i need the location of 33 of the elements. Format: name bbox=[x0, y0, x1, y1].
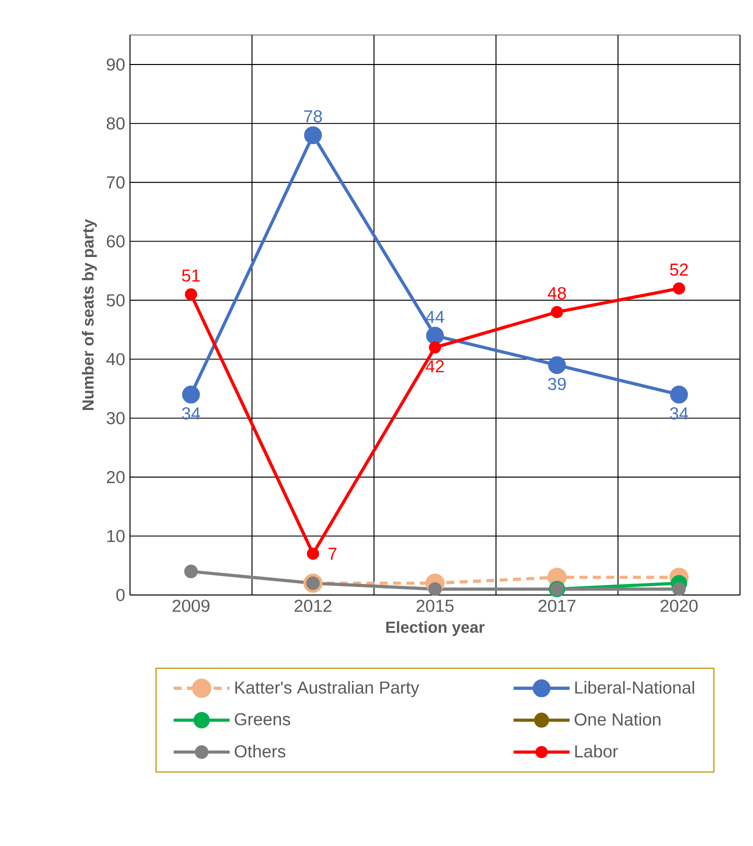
data-label: 78 bbox=[304, 110, 322, 123]
legend-label: Liberal-National bbox=[575, 680, 694, 694]
data-label: 34 bbox=[182, 407, 200, 420]
x-tick-label: 2015 bbox=[416, 600, 454, 612]
y-tick-label: 50 bbox=[106, 294, 125, 306]
y-tick-label: 60 bbox=[106, 235, 125, 248]
data-label: 42 bbox=[426, 360, 444, 372]
data-label: 39 bbox=[548, 378, 566, 390]
x-tick-label: 2017 bbox=[538, 600, 576, 612]
data-label: 52 bbox=[670, 263, 688, 276]
y-tick-label: 70 bbox=[106, 176, 125, 189]
y-tick-label: 20 bbox=[106, 470, 125, 484]
legend-label: One Nation bbox=[574, 712, 660, 726]
y-tick-label: 90 bbox=[106, 58, 125, 71]
legend-label: Greens bbox=[234, 713, 290, 726]
y-axis-title: Number of seats by party bbox=[82, 219, 97, 410]
y-tick-label: 40 bbox=[106, 353, 125, 366]
y-tick-label: 10 bbox=[107, 530, 125, 542]
legend-label: Labor bbox=[575, 744, 618, 758]
data-label: 34 bbox=[670, 407, 688, 420]
data-label: 51 bbox=[182, 270, 200, 282]
y-tick-label: 30 bbox=[106, 412, 125, 424]
x-axis-title: Election year bbox=[386, 621, 485, 636]
y-tick-label: 80 bbox=[106, 117, 125, 130]
data-label: 44 bbox=[426, 311, 444, 323]
x-tick-label: 2020 bbox=[660, 600, 698, 612]
y-tick-label: 0 bbox=[116, 588, 125, 602]
legend-label: Katter's Australian Party bbox=[235, 680, 420, 698]
x-tick-label: 2009 bbox=[172, 600, 210, 612]
data-label: 7 bbox=[328, 548, 336, 560]
legend-label: Others bbox=[234, 744, 286, 758]
x-tick-label: 2012 bbox=[294, 600, 332, 612]
data-label: 48 bbox=[548, 287, 566, 300]
